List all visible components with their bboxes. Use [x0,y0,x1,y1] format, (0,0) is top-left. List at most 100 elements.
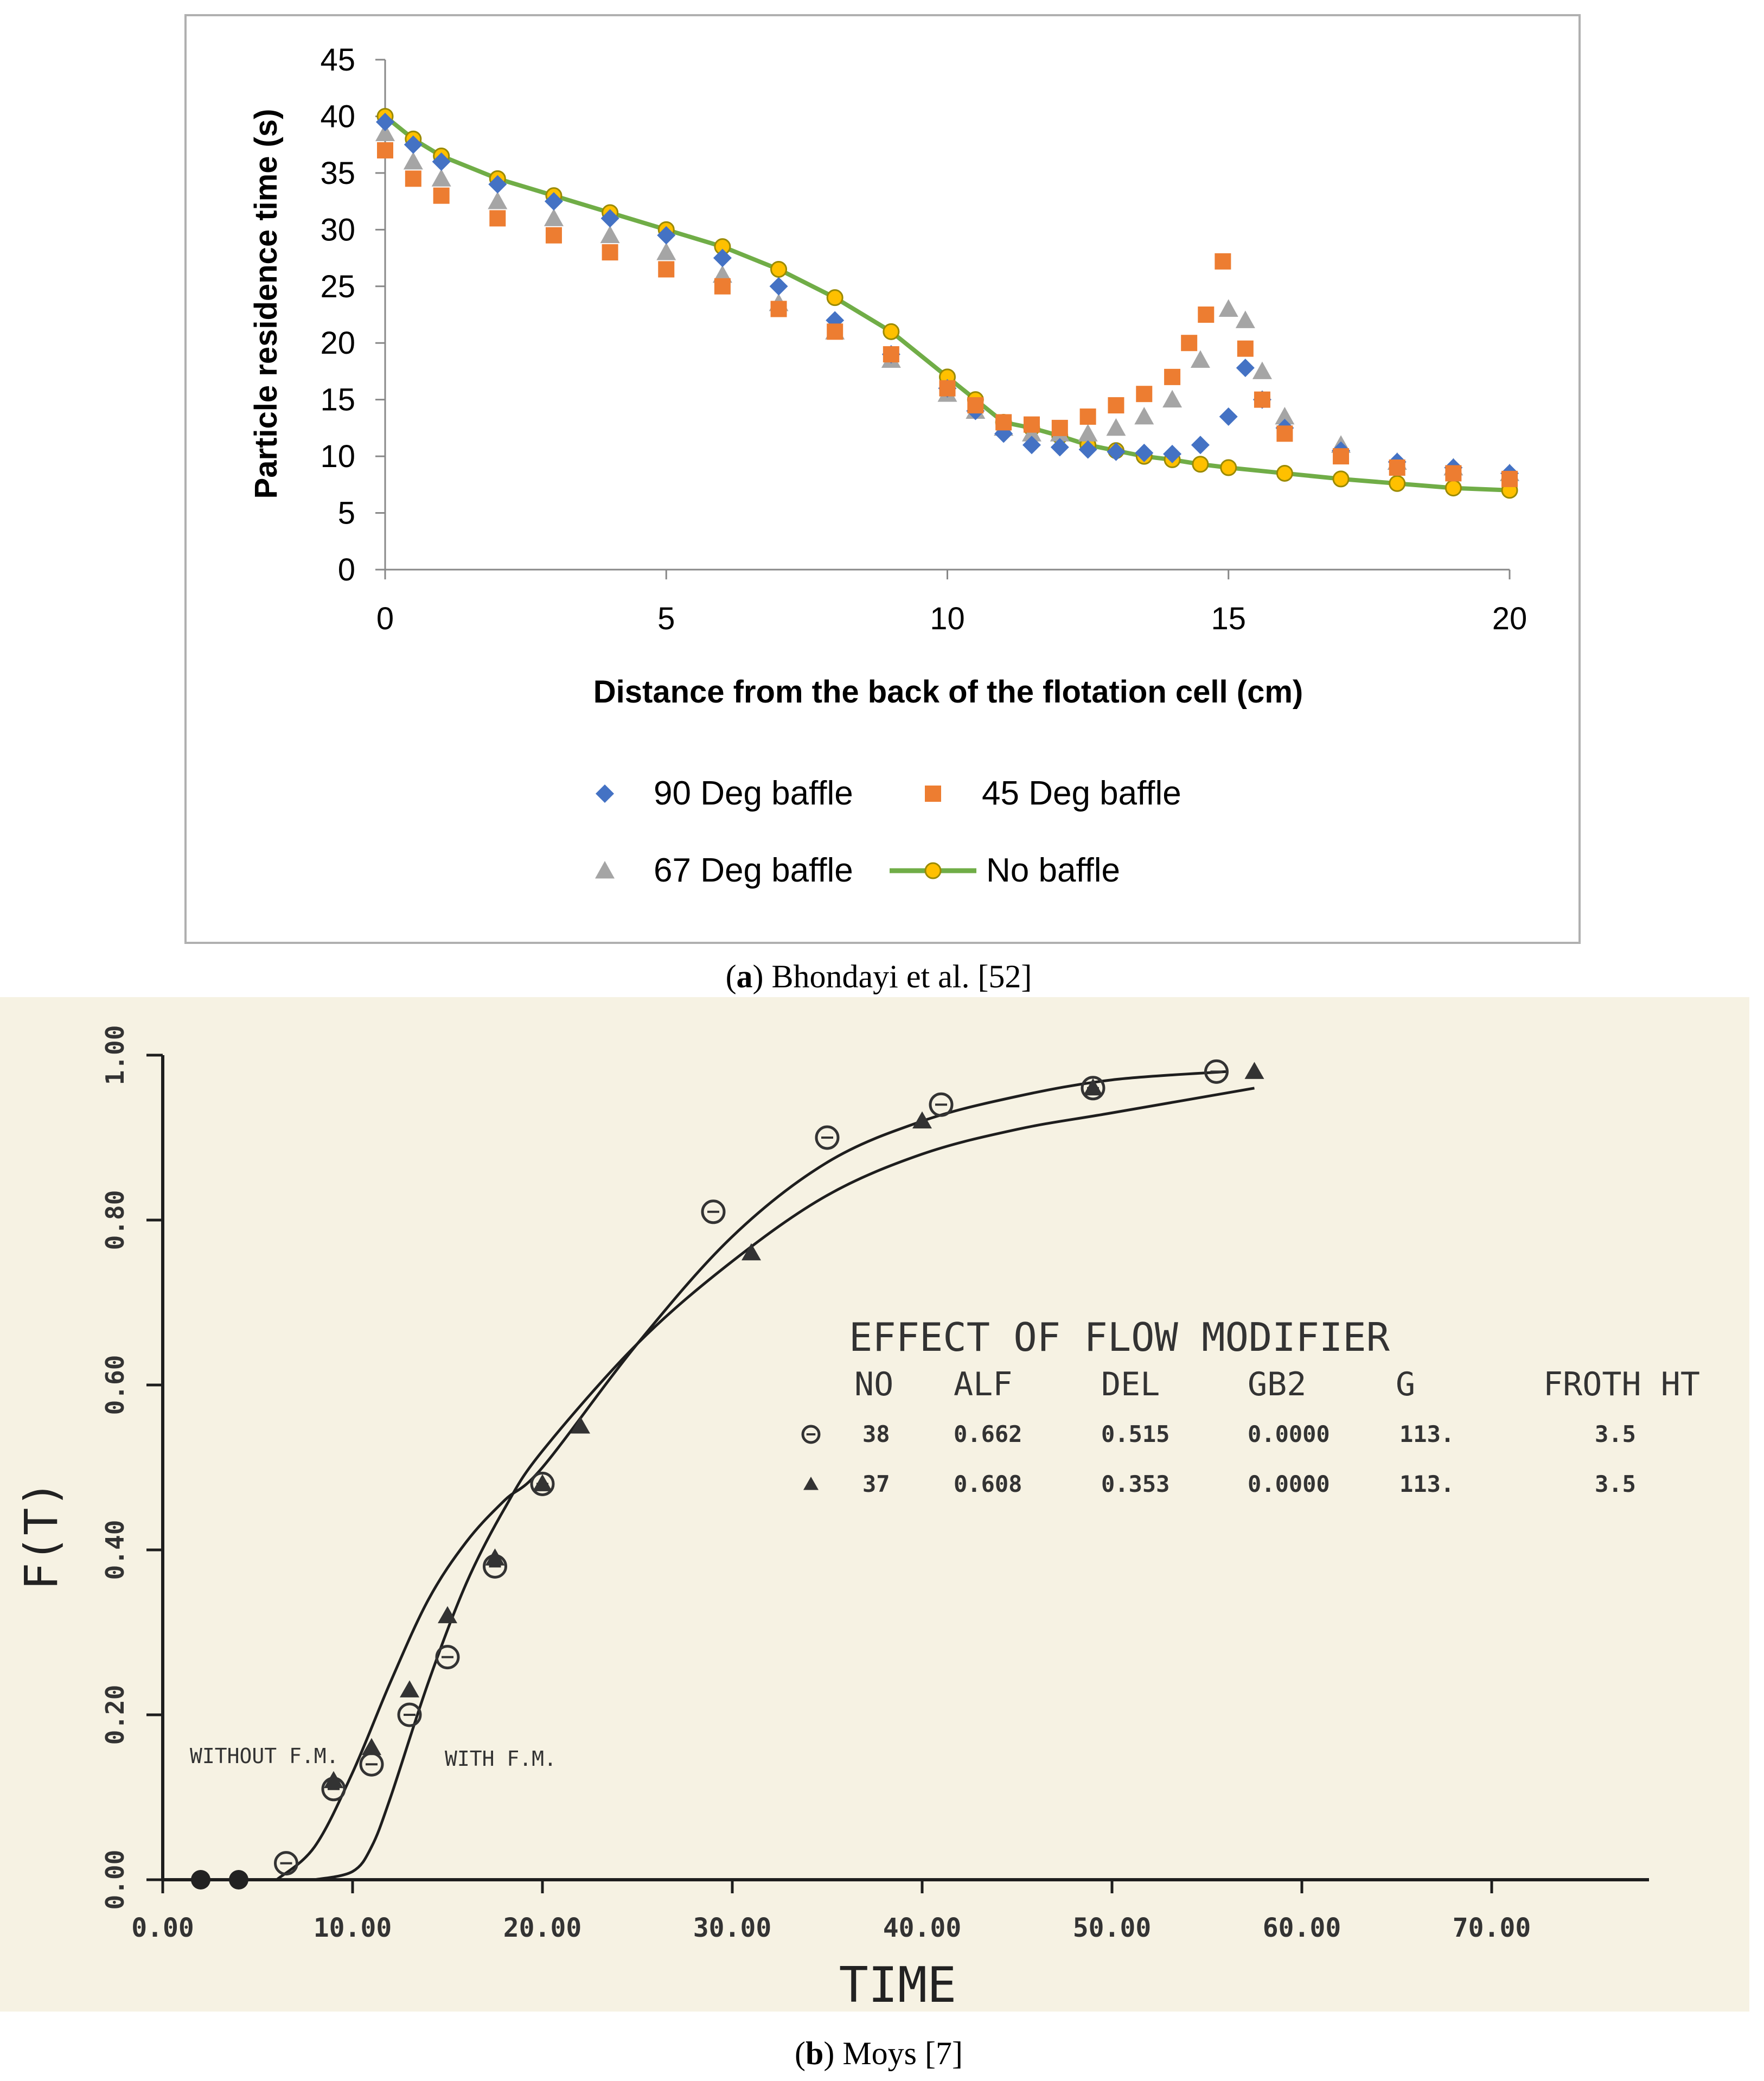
caption-b: (b) Moys [7] [795,2035,963,2071]
data-point [770,260,788,278]
legend-entry-67-deg-baffle: 67 Deg baffle [595,852,853,889]
data-point [376,112,394,131]
legend-entry-45-deg-baffle: 45 Deg baffle [925,775,1181,812]
data-point-circle [815,1125,840,1150]
panel-a-y-ticks: 0 5 10 15 20 25 30 35 40 45 [320,42,385,588]
data-point [1252,361,1272,379]
data-point [1107,442,1126,461]
data-point-triangle [533,1474,552,1491]
caption-b-label: b [806,2035,823,2071]
data-point [769,277,788,296]
data-point-triangle [1083,1078,1103,1096]
data-point [1164,368,1181,385]
panel-a-x-ticks: 0 5 10 15 20 [376,570,1527,636]
data-point-triangle [438,1606,457,1624]
panel-a-y-tick-label: 15 [320,382,355,418]
legend-marker [595,861,615,879]
panel-b-x-tick-label: 40.00 [883,1913,962,1943]
panel-b-y-tick-label: 0.00 [100,1850,130,1910]
data-point [1191,436,1210,455]
data-point [656,242,676,260]
table-symbol-circle [801,1425,821,1444]
data-point [1219,407,1238,426]
series-45-deg-baffle [377,142,1518,487]
table-cell: 113. [1399,1471,1454,1497]
data-point [939,380,956,397]
panel-b-x-tick-label: 0.00 [131,1913,194,1943]
table-cell: 0.515 [1101,1421,1169,1447]
data-point [1198,307,1215,323]
data-point [1134,407,1154,425]
panel-b-xlabel: TIME [839,1957,957,2014]
panel-a-y-tick-label: 25 [320,269,355,304]
data-point [1254,391,1270,408]
panel-b-x-tick-label: 30.00 [693,1913,772,1943]
data-point [658,261,675,278]
panel-a-y-tick-label: 40 [320,99,355,134]
data-point [1135,443,1154,462]
panel-b-x-tick-label: 70.00 [1453,1913,1531,1943]
panel-a: 0 5 10 15 20 25 30 35 40 45 0 5 10 15 20 Particle res… [184,14,1581,944]
data-point [967,397,984,414]
table-cell: 37 [862,1471,890,1497]
table-cell: 0.353 [1101,1471,1169,1497]
data-point [1275,407,1295,425]
data-point [375,123,395,142]
data-point [883,346,899,363]
data-point [544,208,564,226]
panel-a-y-tick-label: 0 [338,552,355,588]
panel-a-x-tick-label: 5 [657,601,675,636]
data-point-circle [435,1645,460,1670]
curve-fit-without-fm [276,1070,1226,1881]
legend-entry-no-baffle: No baffle [890,852,1120,889]
data-point [1181,335,1198,352]
panel-b-y-tick-label: 0.80 [100,1190,130,1250]
panel-a-x-tick-label: 10 [930,601,965,636]
data-point-circle [274,1851,298,1876]
data-point [405,170,421,187]
legend-label: No baffle [986,852,1120,889]
data-point [1332,470,1350,488]
data-point [544,192,563,211]
curve-fit-with-fm [314,1087,1255,1881]
table-cell: 3.5 [1595,1471,1636,1497]
panel-a-y-tick-label: 10 [320,439,355,474]
panel-b-x-tick-label: 60.00 [1263,1913,1341,1943]
data-point [1235,310,1255,328]
series-37-points [324,1062,1264,1789]
legend-label: 90 Deg baffle [654,775,853,812]
panel-b-y-ticks: 0.00 0.20 0.40 0.60 0.80 1.00 [100,1025,163,1910]
table-cell: 38 [862,1421,890,1447]
legend-marker [925,786,941,802]
caption-a-text: Bhondayi et al. [52] [772,959,1032,994]
data-point-circle [1204,1059,1229,1084]
data-point [713,248,732,267]
panel-a-xlabel: Distance from the back of the flotation … [593,674,1303,710]
data-point [1236,359,1255,378]
annotation-with-fm: WITH F.M. [445,1747,557,1771]
panel-b-x-tick-label: 50.00 [1073,1913,1152,1943]
data-point-triangle [571,1416,590,1434]
legend-label: 45 Deg baffle [982,775,1181,812]
panel-a-y-tick-label: 5 [338,496,355,531]
caption-a-label: a [737,959,753,994]
panel-b-y-tick-label: 0.20 [100,1685,130,1745]
data-point [883,323,900,340]
data-point [545,227,562,244]
panel-b-y-tick-label: 1.00 [100,1025,130,1086]
annotation-without-fm: WITHOUT F.M. [190,1744,339,1768]
panel-b-background [0,997,1749,2012]
data-point [1237,340,1254,357]
data-point [489,210,506,227]
table-symbol-triangle [803,1477,819,1490]
data-point-circle [397,1702,422,1727]
panel-a-y-tick-label: 30 [320,212,355,247]
data-point [1023,416,1040,433]
data-point [1218,299,1238,317]
caption-b-text: Moys [7] [842,2035,963,2071]
data-point [600,209,619,228]
legend-marker [924,862,942,879]
data-point [1445,465,1462,482]
panel-a-frame [184,14,1581,944]
